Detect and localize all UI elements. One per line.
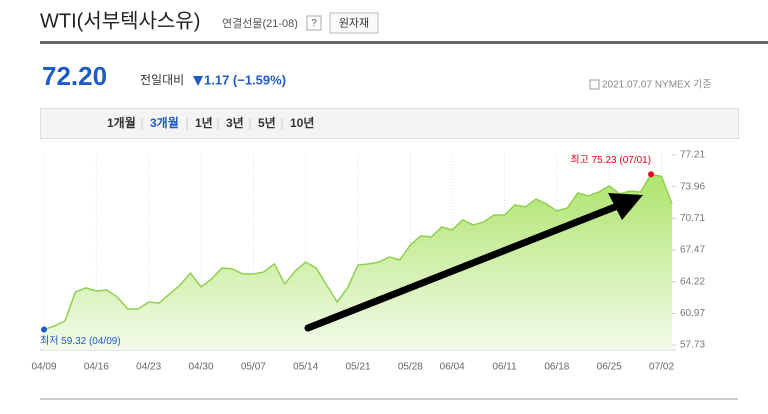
x-tick-label: 04/09 (31, 362, 56, 373)
change-caption: 전일대비 (140, 73, 184, 87)
title: WTI(서부텍사스유) (40, 9, 200, 32)
category-button[interactable] (329, 12, 379, 34)
x-tick-label: 04/23 (136, 362, 161, 373)
area (44, 174, 672, 350)
x-tick-label: 06/11 (492, 362, 517, 373)
x-tick-label: 05/07 (241, 362, 266, 373)
x-tick-label: 07/02 (649, 362, 674, 373)
help-icon[interactable]: ? (311, 18, 317, 29)
header-rule (40, 41, 768, 44)
trend-arrow-shaft (304, 199, 629, 332)
y-tick-label: 77.21 (680, 150, 705, 161)
x-tick-label: 06/25 (597, 362, 622, 373)
tab-bar (40, 108, 739, 139)
subtitle: 연결선물(21-08) (222, 17, 298, 30)
tab[interactable]: 3개월 (150, 115, 179, 130)
tab[interactable]: 3년 (226, 116, 244, 130)
price: 72.20 (42, 61, 107, 91)
y-tick-label: 70.71 (680, 213, 705, 224)
calendar-icon (589, 79, 600, 90)
change: 1.17 (−1.59%) (204, 72, 286, 87)
x-tick-label: 05/21 (345, 362, 370, 373)
trend-arrow-head (608, 193, 643, 220)
y-tick-label: 60.97 (680, 308, 705, 319)
tab[interactable]: 10년 (290, 116, 314, 130)
high-dot (648, 171, 655, 178)
tab[interactable]: 1년 (195, 116, 213, 130)
y-tick-label: 64.22 (680, 276, 705, 287)
high-label: 최고 75.23 (07/01) (570, 154, 651, 166)
y-tick-label: 67.47 (680, 245, 705, 256)
x-tick-label: 04/16 (84, 362, 109, 373)
y-tick-label: 57.73 (680, 340, 705, 351)
tab[interactable]: 5년 (258, 116, 276, 130)
x-tick-label: 06/18 (544, 362, 569, 373)
low-dot (41, 326, 47, 333)
footnote: 2021.07.07 NYMEX 기준 (602, 79, 712, 91)
x-tick-label: 05/28 (398, 362, 423, 373)
low-label: 최저 59.32 (04/09) (40, 335, 121, 347)
category-button-label[interactable]: 원자재 (339, 16, 369, 29)
down-arrow (193, 76, 203, 86)
tab[interactable]: 1개월 (107, 115, 136, 130)
x-tick-label: 04/30 (188, 362, 213, 373)
help-box[interactable] (306, 15, 322, 31)
x-tick-label: 05/14 (293, 362, 318, 373)
x-tick-label: 06/04 (440, 362, 465, 373)
y-tick-label: 73.96 (680, 181, 705, 192)
line (43, 173, 673, 331)
